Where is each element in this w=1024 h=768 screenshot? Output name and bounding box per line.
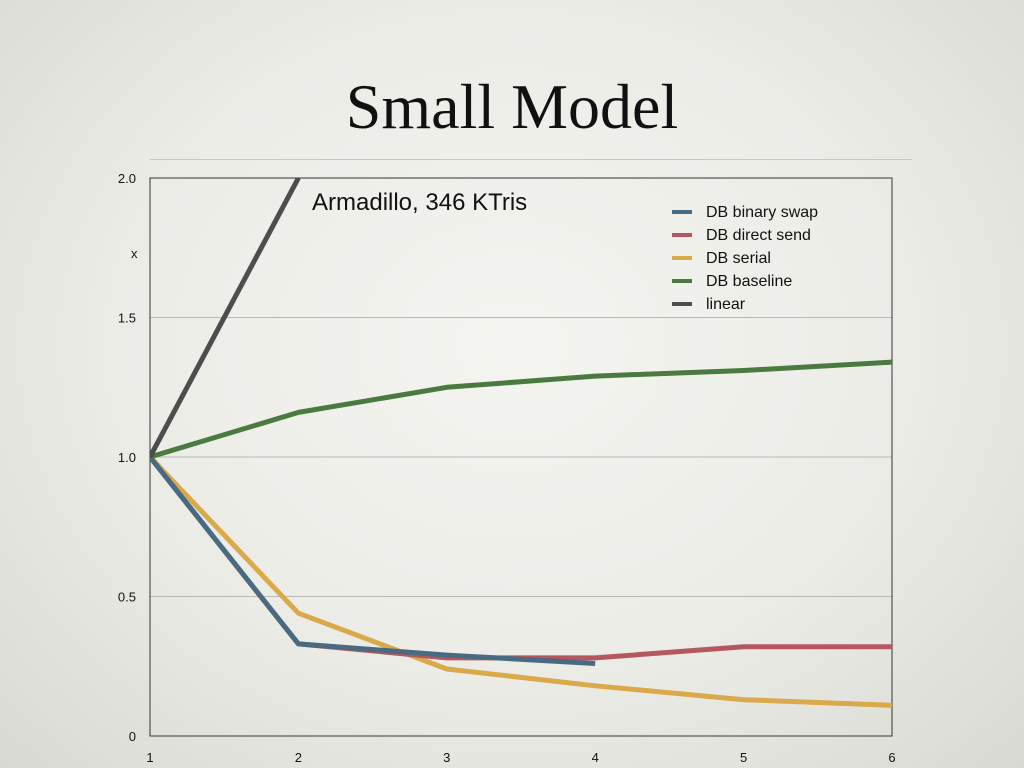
- y-tick-label: 1.0: [118, 450, 136, 465]
- x-tick-label: 5: [740, 750, 747, 765]
- legend-label: linear: [706, 296, 746, 313]
- x-tick-label: 3: [443, 750, 450, 765]
- legend: DB binary swap DB direct send DB serial DB …: [672, 204, 818, 313]
- x-tick-label: 1: [146, 750, 153, 765]
- chart-annotation: Armadillo, 346 KTris: [312, 189, 527, 216]
- x-tick-label: 6: [888, 750, 895, 765]
- y-tick-label: 0: [129, 729, 136, 744]
- y-tick-label: 2.0: [118, 171, 136, 186]
- series-line-db-baseline: [150, 359, 892, 460]
- tick-labels: 0 0.5 1.0 1.5 2.0 1 2 3 4 5 6: [118, 171, 896, 765]
- legend-label: DB binary swap: [706, 204, 818, 221]
- series-line-linear: [150, 178, 301, 459]
- slide-title: Small Model: [345, 71, 679, 142]
- legend-label: DB serial: [706, 250, 771, 267]
- series-line-db-serial: [150, 455, 892, 708]
- series-lines: [150, 178, 892, 708]
- y-tick-label: 0.5: [118, 590, 136, 605]
- title-divider: [150, 159, 912, 160]
- y-tick-label: 1.5: [118, 311, 136, 326]
- series-line-db-direct-send: [150, 455, 892, 661]
- series-line-db-binary-swap: [150, 455, 596, 666]
- legend-label: DB direct send: [706, 227, 811, 244]
- legend-label: DB baseline: [706, 273, 792, 290]
- x-tick-label: 4: [592, 750, 599, 765]
- grid-lines: [150, 317, 892, 597]
- y-axis-label: x: [131, 246, 138, 261]
- x-tick-label: 2: [295, 750, 302, 765]
